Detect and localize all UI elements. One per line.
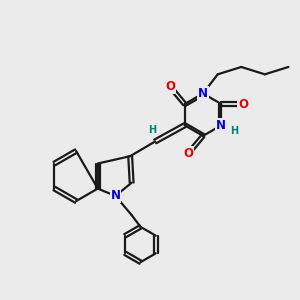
Text: O: O <box>183 147 193 160</box>
Text: O: O <box>165 80 175 93</box>
Text: N: N <box>110 189 120 203</box>
Text: N: N <box>216 119 226 132</box>
Text: H: H <box>230 126 238 136</box>
Text: O: O <box>238 98 248 111</box>
Text: N: N <box>198 87 208 100</box>
Text: H: H <box>148 125 156 135</box>
